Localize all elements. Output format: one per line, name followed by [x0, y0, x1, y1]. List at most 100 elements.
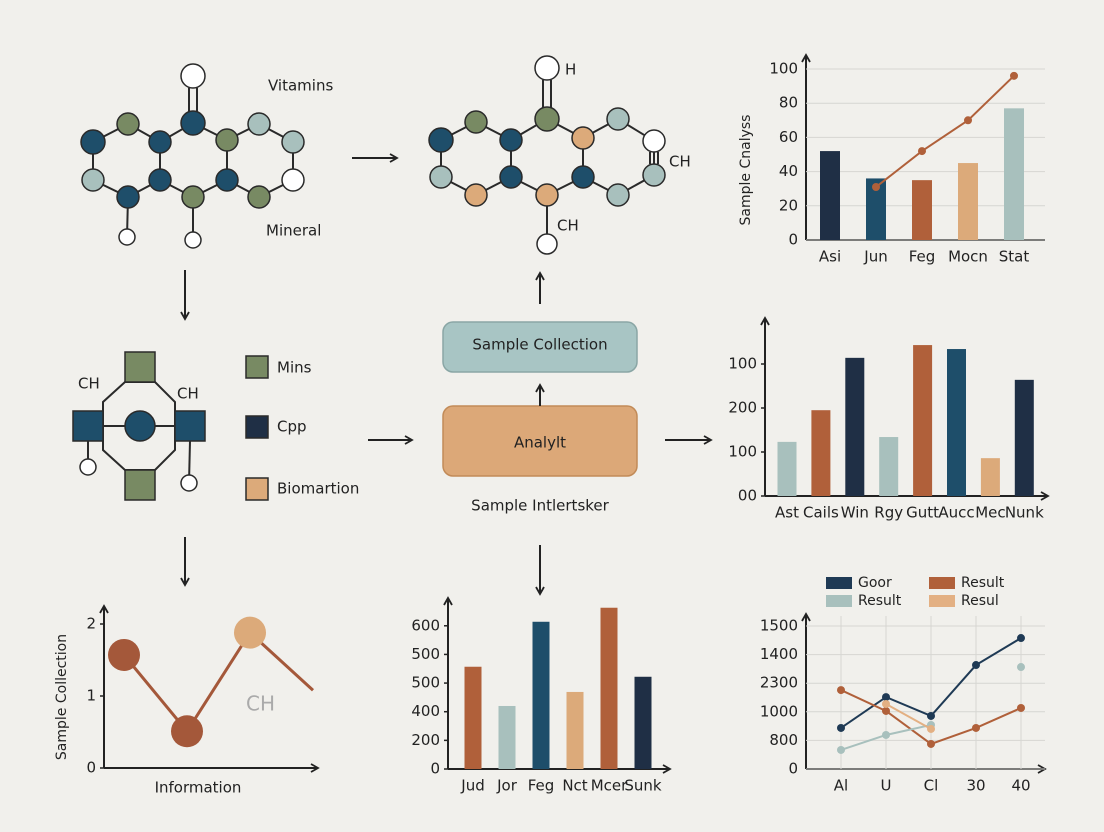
- label: CH: [78, 375, 100, 393]
- y-axis-label: Sample Cnalyss: [738, 115, 754, 226]
- x-tick-label: Cails: [803, 504, 839, 522]
- y-tick-label: 200: [728, 399, 757, 417]
- point: [1017, 703, 1025, 712]
- x-tick-label: Gutt: [906, 504, 939, 522]
- point: [108, 638, 140, 671]
- label: Mineral: [266, 222, 321, 240]
- bar: [947, 349, 966, 496]
- y-tick-label: 1500: [760, 617, 798, 635]
- point: [882, 706, 890, 715]
- x-tick-label: Win: [841, 504, 869, 522]
- point: [964, 116, 972, 125]
- x-tick-label: Nunk: [1005, 504, 1044, 522]
- bar: [498, 705, 516, 769]
- y-tick-label: 100: [728, 355, 757, 373]
- x-tick-label: Al: [834, 777, 848, 795]
- series-line: [122, 630, 315, 734]
- label: CH: [177, 385, 199, 403]
- y-tick-label: 1: [86, 687, 96, 705]
- y-tick-label: 100: [728, 443, 757, 461]
- legend-label: Biomartion: [277, 480, 359, 498]
- bar: [634, 676, 652, 769]
- point: [972, 661, 980, 670]
- y-tick-label: 1000: [760, 702, 798, 720]
- y-tick-label: 1400: [760, 645, 798, 663]
- x-tick-label: Rgy: [874, 504, 903, 522]
- bar: [913, 345, 933, 496]
- bar: [1014, 379, 1034, 496]
- y-axis-label: Sample Collection: [54, 634, 70, 760]
- legend-label: Mins: [277, 359, 312, 377]
- label: CH: [557, 217, 579, 235]
- bar: [464, 666, 482, 769]
- point: [918, 147, 926, 156]
- x-tick-label: Aucc: [938, 504, 974, 522]
- y-tick-label: 2: [86, 615, 96, 633]
- x-tick-label: Jud: [460, 777, 484, 795]
- bar: [777, 441, 797, 496]
- x-tick-label: Nct: [562, 777, 587, 795]
- point: [882, 693, 890, 702]
- x-tick-label: U: [881, 777, 892, 795]
- legend-swatch: [826, 577, 852, 589]
- point: [882, 730, 890, 739]
- point: [837, 745, 845, 754]
- label: Vitamins: [268, 77, 333, 95]
- x-tick-label: Mocn: [948, 248, 988, 266]
- point: [927, 724, 935, 733]
- point: [1017, 663, 1025, 672]
- legend-label: Goor: [858, 575, 892, 591]
- bar: [820, 151, 840, 240]
- point: [837, 723, 845, 732]
- y-tick-label: 800: [769, 731, 798, 749]
- point: [171, 715, 203, 748]
- y-tick-label: 0: [788, 231, 798, 249]
- y-tick-label: 400: [411, 702, 440, 720]
- x-tick-label: Stat: [999, 248, 1030, 266]
- point: [872, 182, 880, 191]
- y-tick-label: 20: [779, 196, 798, 214]
- y-tick-label: 40: [779, 162, 798, 180]
- y-tick-label: 600: [411, 616, 440, 634]
- annotation: CH: [246, 692, 275, 716]
- y-tick-label: 00: [738, 487, 757, 505]
- legend-label: Result: [858, 593, 902, 609]
- legend-swatch: [929, 595, 955, 607]
- y-tick-label: 0: [430, 760, 440, 778]
- bar: [866, 178, 886, 240]
- caption: Sample Intlertsker: [471, 497, 609, 515]
- y-tick-label: 500: [411, 674, 440, 692]
- point: [1010, 71, 1018, 80]
- y-tick-label: 0: [788, 760, 798, 778]
- series-line: [885, 703, 932, 730]
- bar: [600, 607, 618, 769]
- bar: [845, 357, 865, 496]
- bar: [980, 458, 1000, 496]
- x-tick-label: Feg: [909, 248, 936, 266]
- legend-label: Result: [961, 575, 1005, 591]
- legend: Mins Cpp Biomartion: [245, 355, 359, 501]
- label: CH: [669, 153, 691, 171]
- x-tick-label: Mcer: [591, 777, 628, 795]
- bar: [958, 163, 978, 240]
- x-axis-label: Information: [155, 779, 242, 797]
- legend-label: Cpp: [277, 418, 307, 436]
- flow: Sample Collection Analylt Sample Intlert…: [180, 153, 713, 596]
- y-tick-label: 80: [779, 94, 798, 112]
- x-tick-label: Jun: [863, 248, 887, 266]
- x-tick-label: Ast: [775, 504, 799, 522]
- trend-line: [875, 75, 1015, 188]
- bar: [566, 691, 584, 769]
- molecule-top-middle: H CH CH: [428, 55, 691, 255]
- box-label: Sample Collection: [472, 336, 607, 354]
- y-tick-label: 200: [411, 731, 440, 749]
- y-tick-label: 500: [411, 645, 440, 663]
- bar: [811, 410, 831, 496]
- point: [927, 711, 935, 720]
- bar: [879, 437, 899, 496]
- x-tick-label: Feg: [528, 777, 555, 795]
- point: [927, 739, 935, 748]
- point: [882, 699, 890, 708]
- legend-swatch: [826, 595, 852, 607]
